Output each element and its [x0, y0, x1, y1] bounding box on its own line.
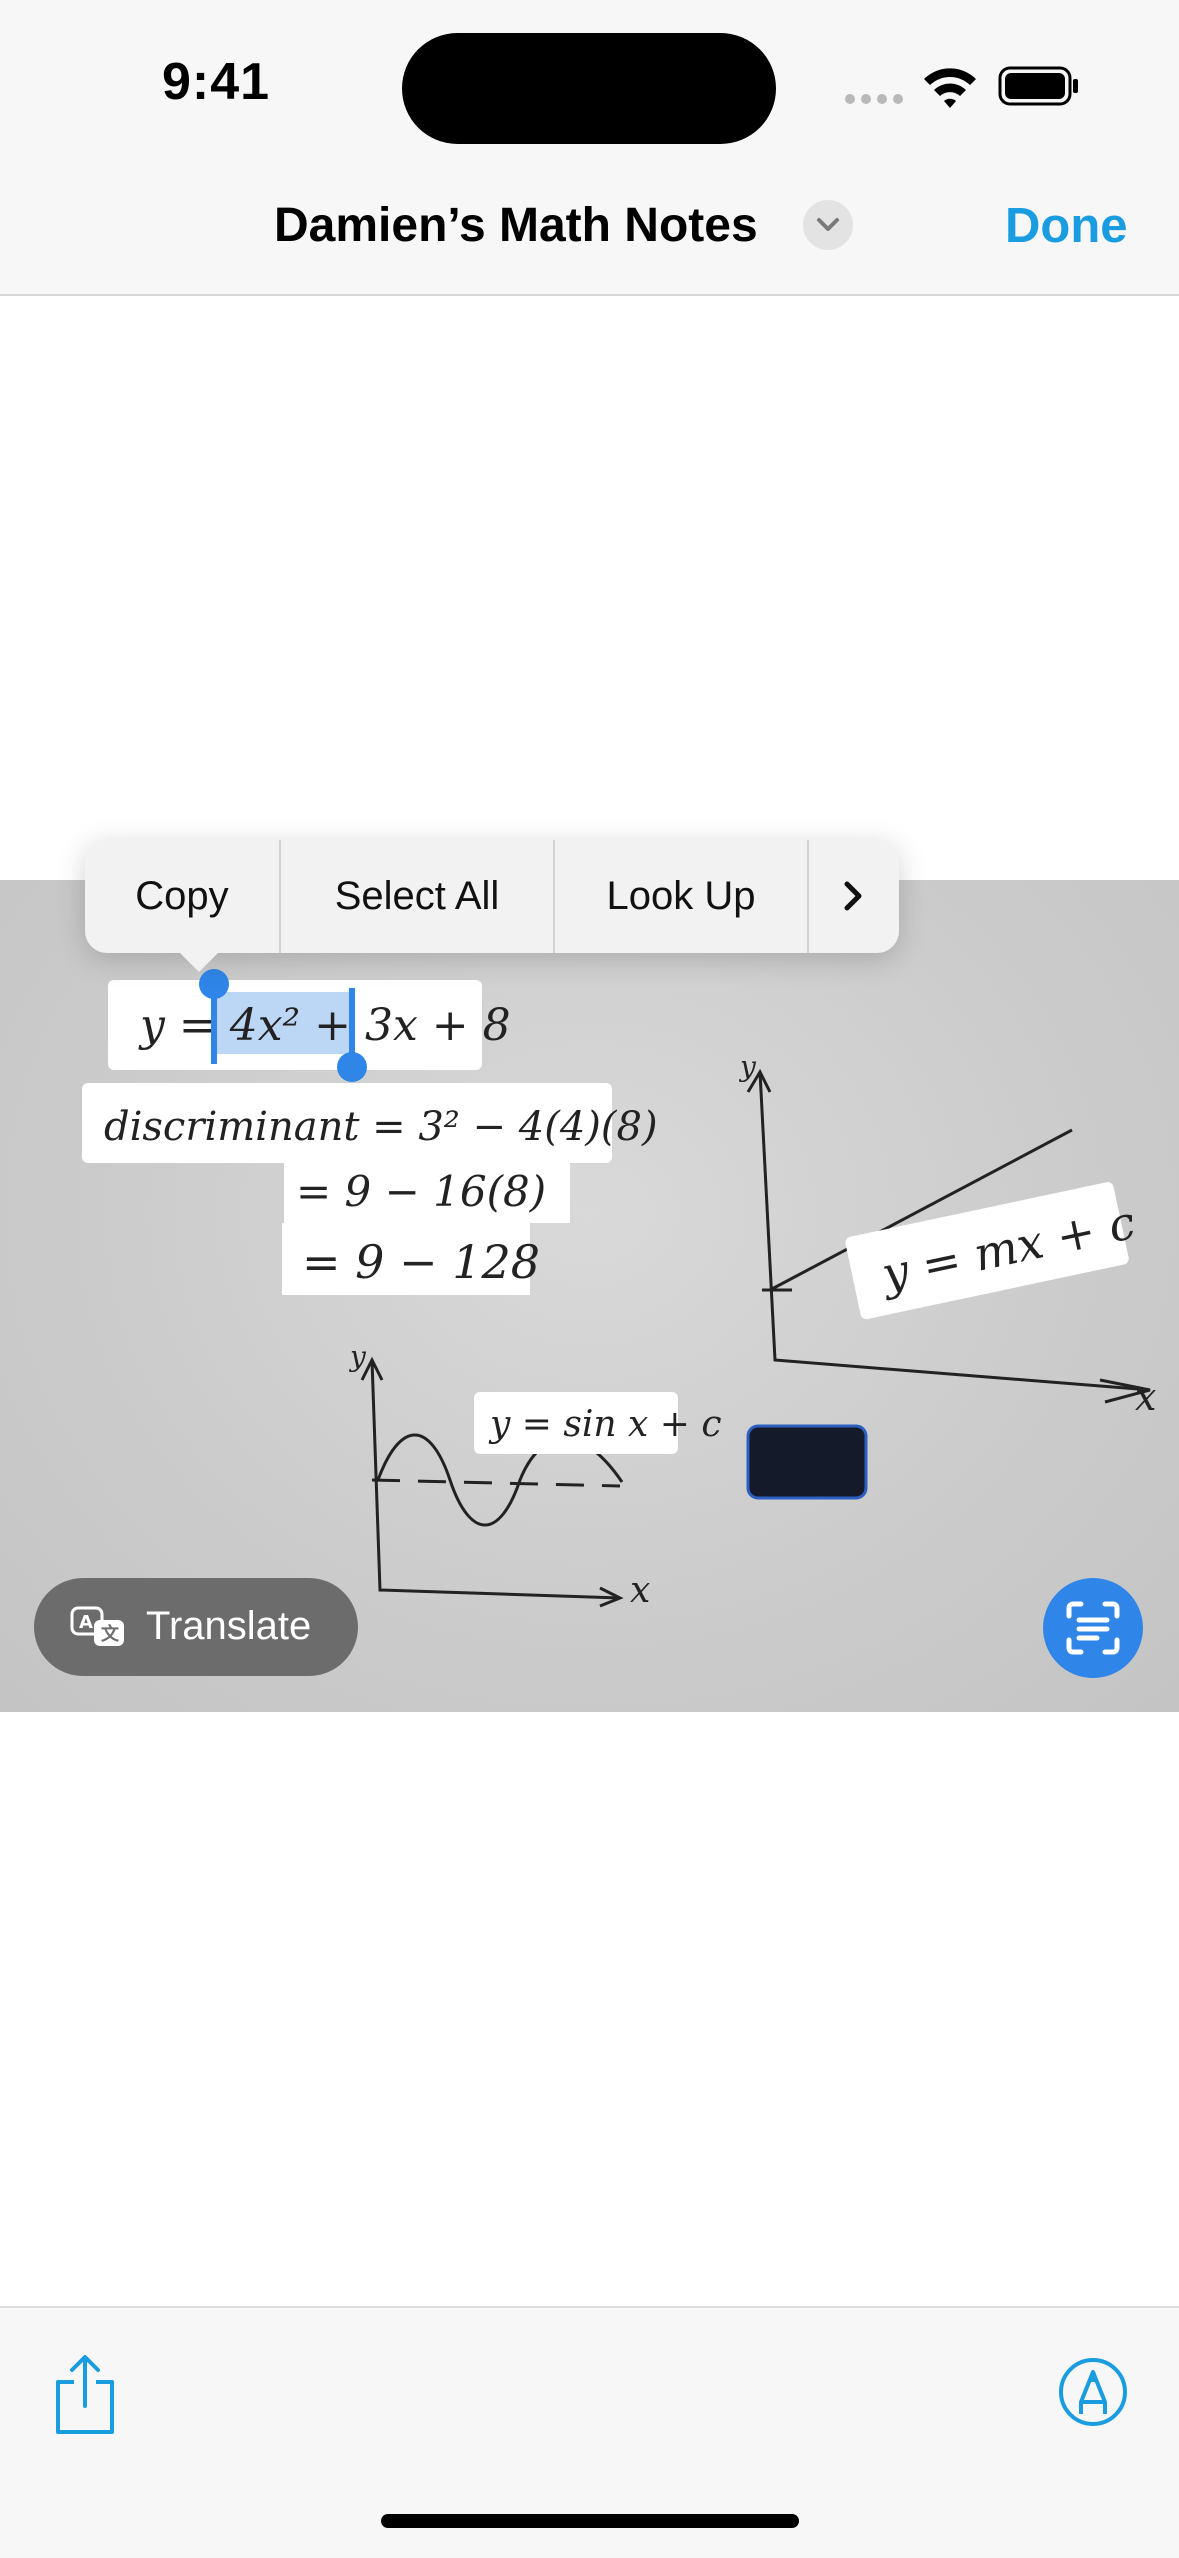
- live-text-icon: [1066, 1601, 1120, 1655]
- selection-handle-start[interactable]: [199, 969, 229, 999]
- discriminant-line3[interactable]: = 9 − 128: [302, 1235, 540, 1289]
- home-indicator[interactable]: [381, 2514, 799, 2528]
- markup-icon[interactable]: [1057, 2356, 1129, 2428]
- menu-copy[interactable]: Copy: [135, 874, 229, 918]
- chevron-down-icon: [817, 218, 839, 231]
- translate-icon: A 文: [70, 1606, 124, 1646]
- share-icon[interactable]: [50, 2352, 120, 2438]
- menu-look-up[interactable]: Look Up: [606, 874, 756, 918]
- selection-handle-end[interactable]: [337, 1052, 367, 1082]
- wifi-icon: [924, 68, 976, 108]
- sine-axis-y-label: y: [348, 1340, 367, 1373]
- done-button[interactable]: Done: [1005, 199, 1128, 253]
- menu-select-all[interactable]: Select All: [334, 874, 500, 918]
- text-context-menu: Copy Select All Look Up: [85, 840, 899, 953]
- chevron-right-icon: [844, 881, 862, 911]
- linear-axis-x-label: x: [1135, 1375, 1156, 1419]
- discriminant-line1[interactable]: discriminant = 3² − 4(4)(8): [104, 1104, 658, 1150]
- equation-text[interactable]: y = 4x² + 3x + 8: [138, 1000, 511, 1051]
- sine-axis-x-label: x: [630, 1570, 650, 1611]
- eraser-object: [746, 1424, 868, 1500]
- menu-more-button[interactable]: [809, 840, 899, 953]
- svg-text:文: 文: [101, 1623, 120, 1645]
- photo-viewer[interactable]: y = 4x² + 3x + 8 discriminant = 3² − 4(4…: [0, 880, 1179, 1712]
- translate-button[interactable]: A 文 Translate: [34, 1578, 358, 1676]
- discriminant-line2[interactable]: = 9 − 16(8): [296, 1167, 546, 1216]
- live-text-button[interactable]: [1043, 1578, 1143, 1678]
- svg-text:A: A: [79, 1612, 93, 1633]
- note-title: Damien’s Math Notes: [274, 199, 758, 252]
- cellular-signal-icon: [845, 94, 905, 106]
- menu-pointer: [177, 950, 221, 972]
- sine-equation-text[interactable]: y = sin x + c: [488, 1404, 722, 1445]
- status-time: 9:41: [162, 53, 271, 111]
- dynamic-island: [402, 33, 776, 144]
- translate-label: Translate: [146, 1604, 312, 1648]
- battery-icon: [998, 66, 1078, 106]
- title-menu-button[interactable]: [803, 200, 853, 250]
- status-bar: 9:41: [0, 0, 1179, 170]
- linear-axis-y-label: y: [738, 1050, 757, 1083]
- navigation-bar: Damien’s Math Notes Done: [0, 170, 1179, 296]
- whiteboard-drawing: y = 4x² + 3x + 8 discriminant = 3² − 4(4…: [82, 969, 1156, 1611]
